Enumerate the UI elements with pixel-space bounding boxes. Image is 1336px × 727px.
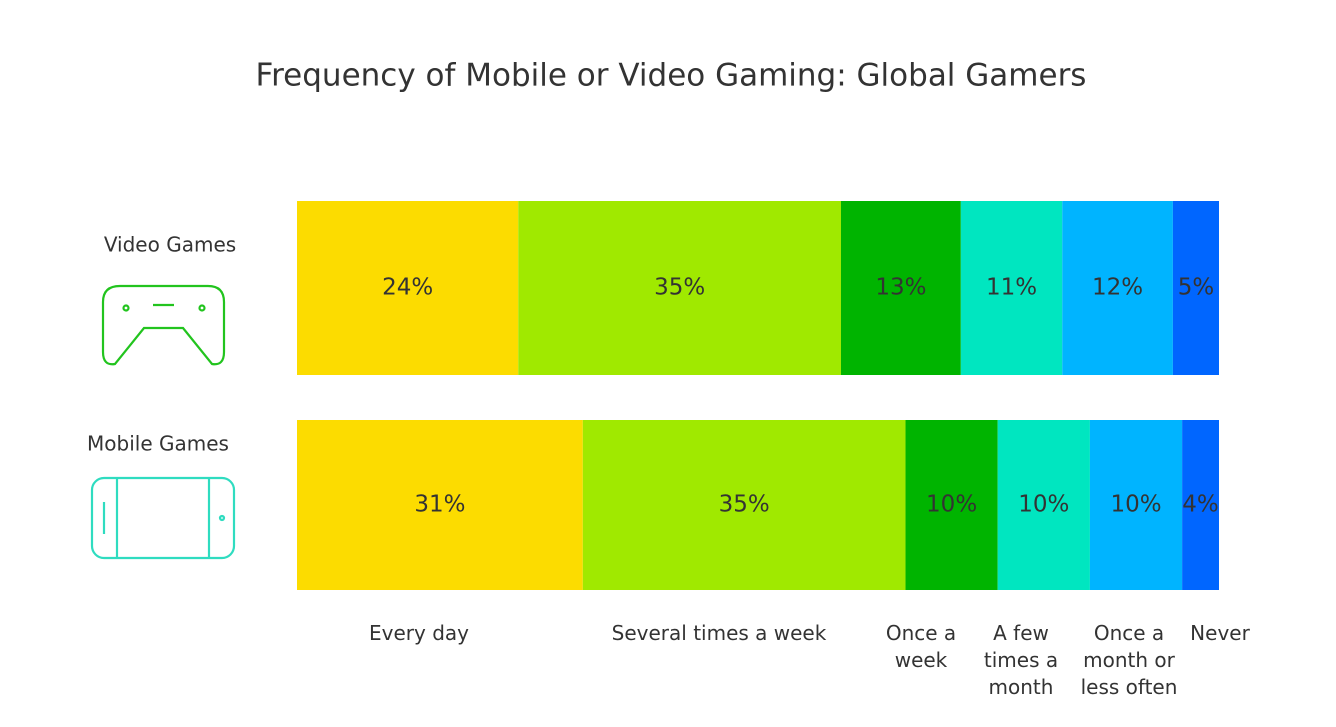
legend-label: Several times a week	[611, 621, 827, 645]
value-label: 10%	[1110, 492, 1161, 518]
legend-label: Every day	[369, 621, 469, 645]
value-label: 31%	[414, 492, 465, 518]
value-label: 13%	[875, 275, 926, 301]
bar-segment	[960, 201, 1063, 375]
bar-segment	[518, 201, 841, 375]
gamepad-icon	[101, 284, 226, 366]
value-label: 11%	[986, 275, 1037, 301]
value-label: 35%	[654, 275, 705, 301]
legend-label: Once a week	[885, 621, 957, 672]
bar-segment	[1172, 201, 1219, 375]
phone-icon	[90, 476, 236, 560]
bar-segment	[1089, 420, 1183, 590]
value-label: 4%	[1182, 492, 1219, 518]
bar-segment	[997, 420, 1090, 590]
value-label: 10%	[1018, 492, 1069, 518]
legend-label: Never	[1190, 621, 1250, 645]
bar-segment	[297, 201, 519, 375]
category-label: Mobile Games	[87, 432, 229, 456]
legend-label: Once a month or less often	[1080, 621, 1178, 699]
value-label: 35%	[719, 492, 770, 518]
legend-label: A few times a month	[983, 621, 1059, 699]
value-label: 24%	[382, 275, 433, 301]
bar-segment	[840, 201, 961, 375]
bar-segment	[1182, 420, 1219, 590]
category-label: Video Games	[104, 233, 236, 257]
value-label: 10%	[926, 492, 977, 518]
bar-segment	[582, 420, 906, 590]
bar-segment	[905, 420, 998, 590]
bar-segment	[1062, 201, 1173, 375]
chart-title: Frequency of Mobile or Video Gaming: Glo…	[256, 58, 1087, 94]
bar-segment	[297, 420, 583, 590]
value-label: 5%	[1178, 275, 1215, 301]
value-label: 12%	[1092, 275, 1143, 301]
